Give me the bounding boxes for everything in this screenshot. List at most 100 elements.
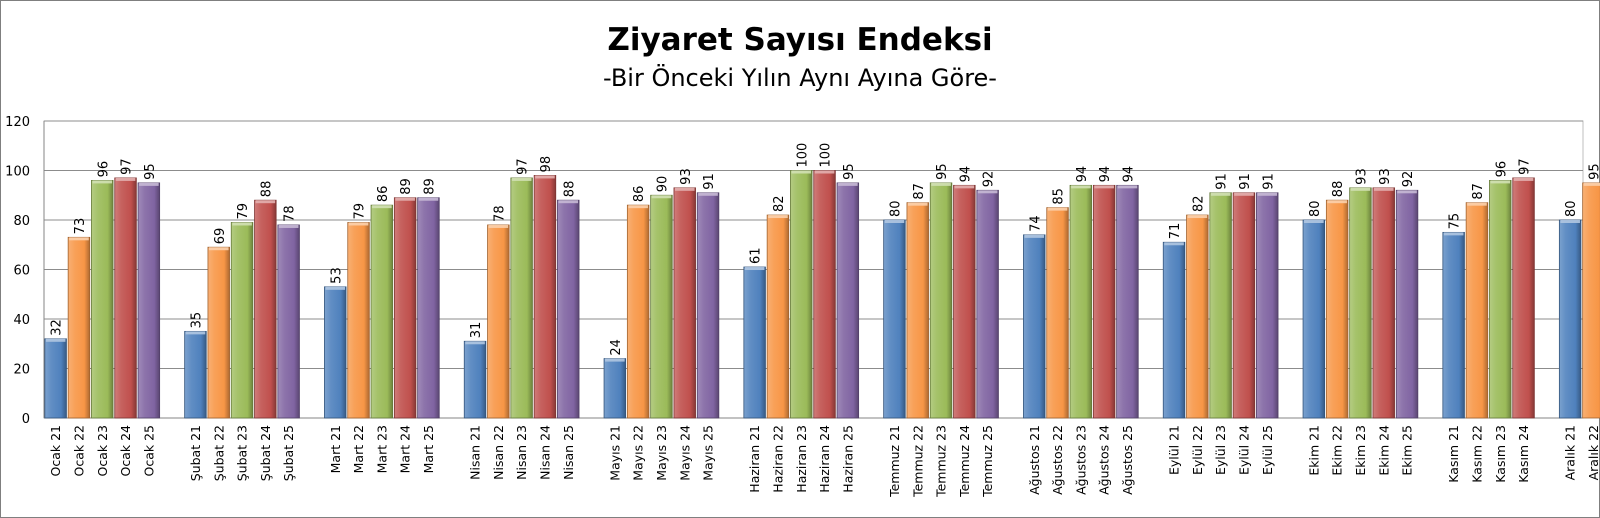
x-tick-label: Mayıs 25 bbox=[701, 425, 716, 481]
bar bbox=[650, 194, 673, 419]
bar-top-highlight bbox=[208, 247, 229, 251]
bar-top-highlight bbox=[1467, 202, 1487, 206]
bar bbox=[207, 246, 230, 419]
data-label: 80 bbox=[1564, 200, 1579, 217]
bar bbox=[883, 219, 906, 419]
bar bbox=[44, 338, 67, 419]
bar bbox=[114, 177, 137, 419]
bar-top-highlight bbox=[232, 222, 252, 226]
data-label: 86 bbox=[376, 186, 391, 203]
bar bbox=[929, 182, 953, 419]
data-label: 88 bbox=[1331, 181, 1346, 198]
bar-top-highlight bbox=[1047, 207, 1068, 211]
x-tick-label: Şubat 21 bbox=[188, 425, 203, 481]
x-tick-label: Temmuz 22 bbox=[910, 425, 925, 498]
bar bbox=[626, 204, 650, 419]
bar bbox=[1442, 231, 1465, 419]
bar-top-highlight bbox=[488, 224, 509, 228]
bar-top-highlight bbox=[348, 222, 369, 226]
data-label: 98 bbox=[539, 156, 554, 173]
bar-top-highlight bbox=[1513, 177, 1534, 181]
bar bbox=[1302, 219, 1326, 419]
x-tick-label: Eylül 24 bbox=[1236, 425, 1251, 475]
data-label: 73 bbox=[73, 218, 88, 235]
data-label: 79 bbox=[236, 203, 251, 220]
bar-top-highlight bbox=[698, 192, 718, 196]
data-label: 92 bbox=[1401, 171, 1416, 188]
bar bbox=[370, 204, 394, 419]
data-label: 92 bbox=[982, 171, 997, 188]
x-tick-label: Ekim 24 bbox=[1376, 425, 1391, 476]
bar bbox=[393, 197, 417, 419]
x-tick-label: Eylül 23 bbox=[1213, 425, 1228, 475]
x-tick-label: Ekim 25 bbox=[1400, 425, 1415, 476]
x-tick-label: Eylül 25 bbox=[1260, 425, 1275, 475]
data-label: 97 bbox=[1518, 158, 1533, 175]
data-label: 86 bbox=[632, 186, 647, 203]
bar-top-highlight bbox=[1187, 215, 1208, 219]
data-label: 94 bbox=[958, 166, 973, 183]
data-label: 82 bbox=[1191, 196, 1206, 213]
bar bbox=[766, 214, 790, 419]
bar-top-highlight bbox=[954, 185, 975, 189]
x-tick-label: Nisan 22 bbox=[491, 425, 506, 480]
bar-top-highlight bbox=[1350, 187, 1371, 191]
bar bbox=[137, 182, 161, 419]
bar-top-highlight bbox=[1210, 192, 1231, 196]
bar bbox=[533, 175, 557, 419]
bar-top-highlight bbox=[372, 205, 392, 209]
bar bbox=[603, 358, 627, 419]
bar-top-highlight bbox=[69, 237, 89, 241]
y-tick-label: 60 bbox=[13, 264, 30, 279]
y-tick-label: 80 bbox=[13, 214, 30, 229]
x-tick-label: Mayıs 23 bbox=[654, 425, 669, 481]
x-tick-label: Kasım 21 bbox=[1446, 425, 1461, 483]
y-tick-label: 100 bbox=[5, 165, 30, 180]
bar bbox=[790, 170, 813, 419]
bar-top-highlight bbox=[1560, 220, 1580, 223]
bar bbox=[836, 182, 860, 419]
bar-top-highlight bbox=[744, 267, 765, 271]
x-tick-label: Ocak 23 bbox=[95, 425, 110, 477]
bar bbox=[953, 184, 976, 419]
bar bbox=[1186, 214, 1209, 419]
bar-top-highlight bbox=[1094, 185, 1114, 189]
data-label: 88 bbox=[259, 181, 274, 198]
bar-top-highlight bbox=[814, 170, 835, 174]
data-label: 97 bbox=[516, 158, 531, 175]
data-label: 90 bbox=[655, 176, 670, 193]
bar bbox=[696, 192, 720, 419]
bar bbox=[277, 224, 300, 419]
bar bbox=[510, 177, 533, 419]
bar-top-highlight bbox=[838, 182, 858, 186]
x-tick-label: Eylül 21 bbox=[1167, 425, 1182, 475]
x-tick-label: Mart 24 bbox=[398, 425, 413, 473]
bar bbox=[1256, 192, 1279, 419]
bar-top-highlight bbox=[1117, 185, 1138, 189]
x-tick-label: Kasım 24 bbox=[1516, 425, 1531, 483]
data-label: 89 bbox=[399, 178, 414, 195]
x-tick-label: Mart 21 bbox=[328, 425, 343, 473]
bar bbox=[673, 187, 696, 419]
bar-top-highlight bbox=[1024, 234, 1045, 238]
bar-top-highlight bbox=[465, 341, 485, 345]
bar-top-highlight bbox=[628, 205, 648, 209]
data-label: 85 bbox=[1052, 188, 1067, 205]
data-label: 96 bbox=[1494, 161, 1509, 178]
x-tick-label: Kasım 22 bbox=[1469, 425, 1484, 483]
x-tick-label: Mayıs 24 bbox=[677, 425, 692, 481]
bar bbox=[906, 202, 929, 419]
bar bbox=[184, 330, 207, 419]
x-tick-label: Aralık 22 bbox=[1586, 425, 1600, 480]
bar bbox=[1465, 202, 1489, 419]
x-tick-label: Ocak 25 bbox=[141, 425, 156, 477]
data-label: 100 bbox=[819, 143, 834, 168]
bar bbox=[1325, 199, 1349, 419]
x-tick-label: Ağustos 23 bbox=[1073, 425, 1088, 495]
bar-top-highlight bbox=[907, 202, 928, 206]
bar-top-highlight bbox=[1373, 187, 1394, 191]
x-tick-label: Nisan 23 bbox=[514, 425, 529, 480]
bar bbox=[1046, 207, 1069, 419]
x-tick-label: Haziran 21 bbox=[747, 425, 762, 493]
bar bbox=[67, 236, 91, 419]
